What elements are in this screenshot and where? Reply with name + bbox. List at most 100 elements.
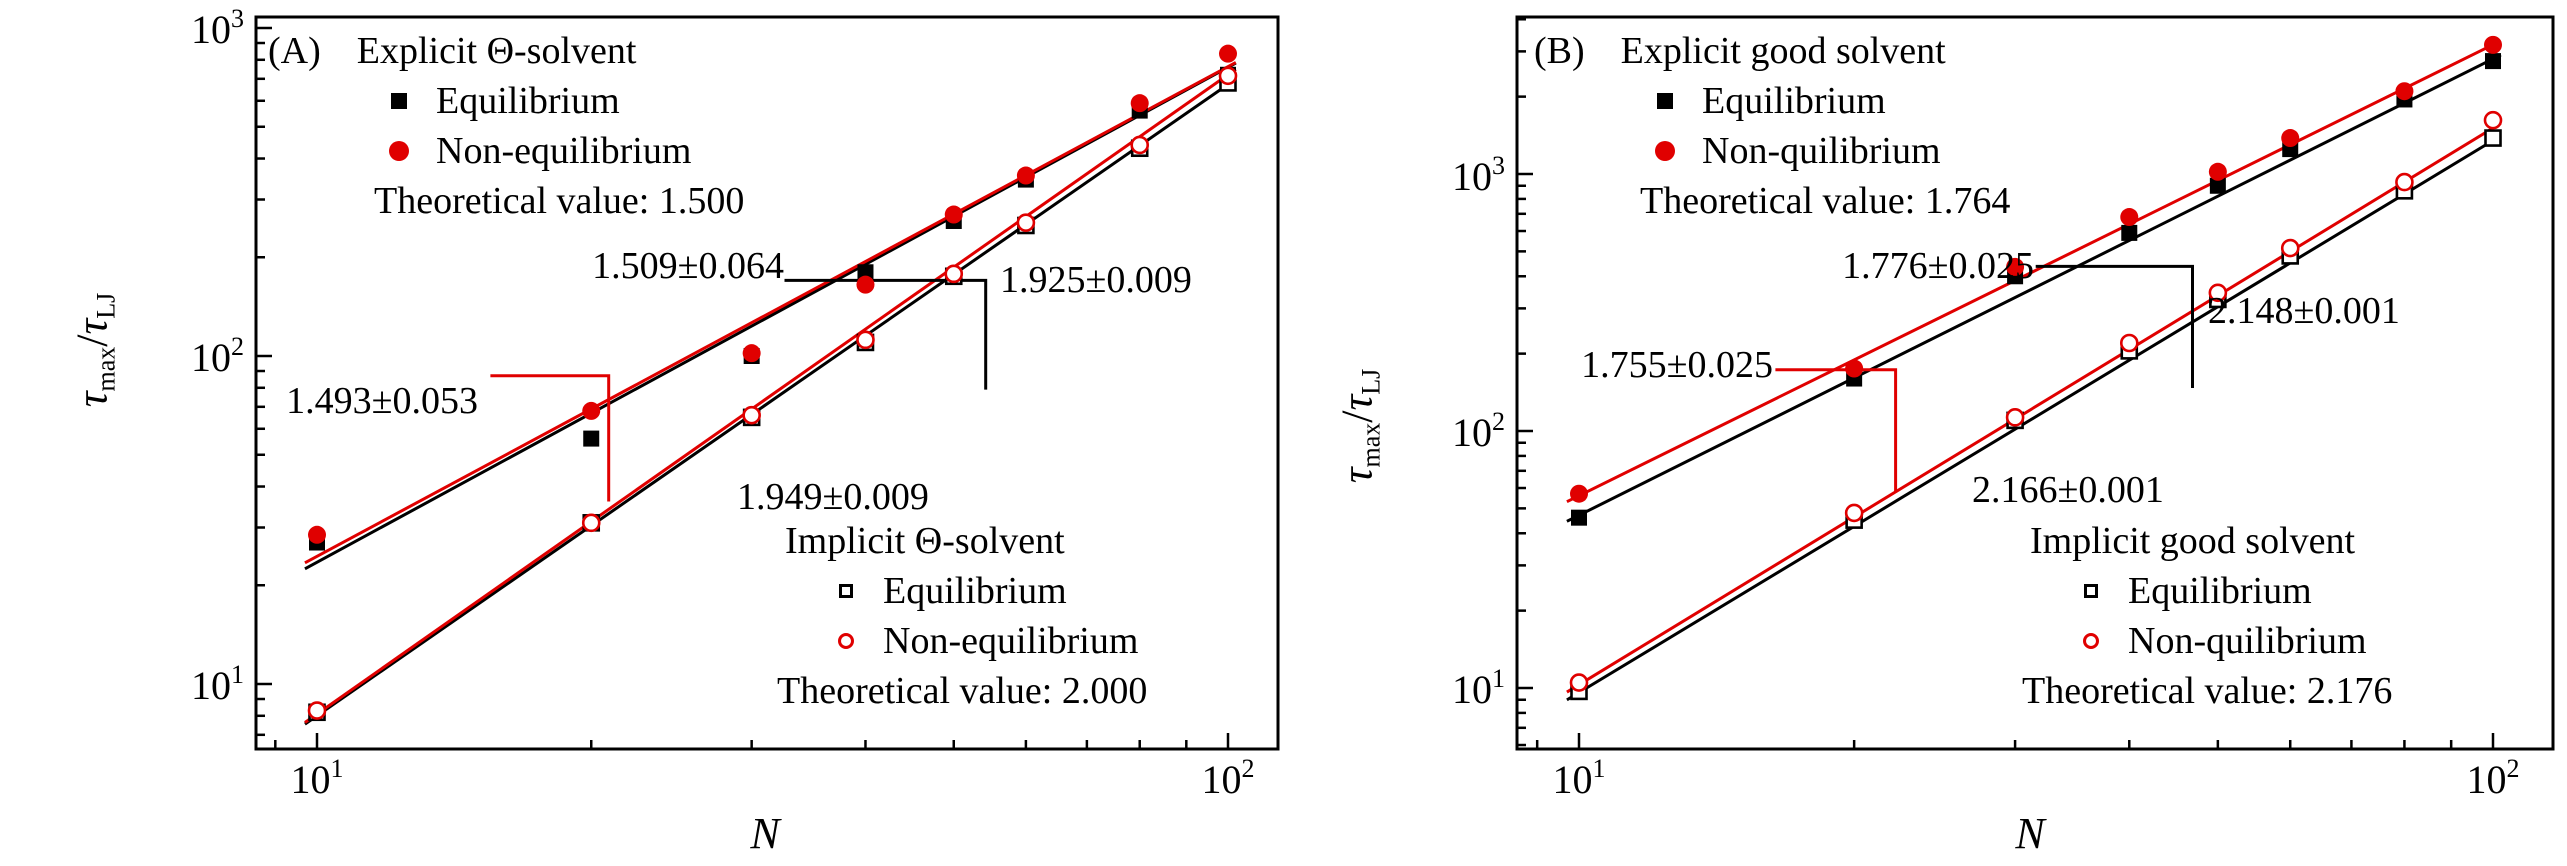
legend-item-label: Equilibrium [883,570,1067,612]
panel-a-ytick-100: 102 [134,332,244,382]
panel-a-legend-title-row: (A) Explicit Θ-solvent [268,26,744,76]
tau-subscript-max: max [1356,422,1386,468]
tau-symbol: τ [67,318,117,335]
x-label-text: N [750,809,780,858]
panel-a-x-axis-label: N [735,808,795,859]
tick-exp: 2 [1241,754,1255,784]
data-point-explicit-non-equilibrium [2006,257,2025,276]
data-point-explicit-non-equilibrium [944,205,963,224]
panel-b-xtick-100: 102 [2433,754,2553,804]
slope-label-explicit-equilibrium: 1.509±0.064 [592,245,784,287]
data-point-explicit-equilibrium [1571,509,1587,526]
filled-circle-marker-icon [1654,140,1676,162]
data-point-explicit-non-equilibrium [1016,166,1035,185]
panel-b-ytick-100: 102 [1395,407,1505,457]
tick-exp: 1 [231,660,244,690]
data-point-explicit-non-equilibrium [2395,82,2414,101]
tick-exp: 3 [1492,151,1505,181]
fit-line-explicit-non-equilibrium [304,61,1237,565]
slash: / [1332,410,1382,423]
fit-line-explicit-non-equilibrium [1566,39,2502,504]
panel-b-ytick-10: 101 [1395,664,1505,714]
filled-square-marker-icon [1654,90,1676,112]
open-circle-marker-icon [2080,630,2102,652]
data-point-implicit-equilibrium [2484,129,2502,147]
legend-item-label: Equilibrium [436,80,620,122]
tick-base: 10 [1452,154,1492,199]
slope-label-implicit-nonequilibrium: 2.166±0.001 [1972,469,2164,511]
data-point-explicit-non-equilibrium [1845,359,1864,378]
data-point-explicit-non-equilibrium [308,525,326,544]
tick-base: 10 [1452,667,1492,712]
slope-label-explicit-equilibrium: 1.776±0.025 [1842,245,2034,287]
panel-b-tag: (B) [1534,30,1585,72]
tick-base: 10 [1552,757,1593,802]
data-point-explicit-non-equilibrium [1570,484,1588,503]
theory-value-label: Theoretical value: 1.764 [1640,180,2011,222]
data-point-explicit-non-equilibrium [1219,44,1237,63]
data-point-implicit-non-equilibrium [1130,135,1150,155]
tick-base: 10 [1201,757,1242,802]
open-square-marker-icon [2080,580,2102,602]
legend-item-label: Non-quilibrium [1702,130,1941,172]
tick-exp: 1 [1592,754,1606,784]
filled-circle-marker-icon [388,140,410,162]
data-point-implicit-non-equilibrium [2483,110,2503,130]
slope-label-implicit-nonequilibrium: 1.949±0.009 [737,476,929,518]
fit-line-explicit-equilibrium [1566,53,2502,523]
data-point-implicit-non-equilibrium [742,405,761,425]
data-point-implicit-non-equilibrium [2119,333,2139,353]
tau-subscript-lj: LJ [91,292,121,319]
panel-b-y-axis-label: τmax/τLJ [1332,369,1386,484]
tick-base: 10 [191,335,231,380]
data-point-implicit-non-equilibrium [581,513,601,533]
panel-a-bottom-legend-title: Implicit Θ-solvent [785,520,1065,562]
legend-item: Non-equilibrium [268,126,744,176]
panel-a-bottom-legend-title-row: Implicit Θ-solvent [777,516,1147,566]
theory-value-row: Theoretical value: 1.500 [268,176,744,226]
legend-item: Equilibrium [268,76,744,126]
panel-b-bottom-legend: Implicit good solvent Equilibrium Non-qu… [2022,516,2392,716]
axes-frame-panel-(A) [254,15,1280,751]
open-circle-marker-icon [835,630,857,652]
tick-base: 10 [290,757,331,802]
slope-bracket [2035,264,2194,388]
theory-value-label: Theoretical value: 2.176 [2022,670,2393,712]
slope-bracket [1775,368,1898,492]
slope-bracket [784,278,988,390]
data-point-implicit-non-equilibrium [2280,238,2300,258]
tick-exp: 2 [231,332,244,362]
data-point-explicit-equilibrium [2121,224,2138,241]
data-point-explicit-non-equilibrium [2281,129,2300,148]
theory-value-label: Theoretical value: 2.000 [777,670,1148,712]
theory-value-row: Theoretical value: 2.176 [2022,666,2392,716]
theory-value-row: Theoretical value: 1.764 [1534,176,2010,226]
data-point-explicit-non-equilibrium [742,344,761,363]
data-point-explicit-equilibrium [2209,177,2226,194]
legend-item-label: Non-equilibrium [883,620,1139,662]
x-label-text: N [2015,809,2045,858]
panel-a-bottom-legend: Implicit Θ-solvent Equilibrium Non-equil… [777,516,1147,716]
slope-label-explicit-nonequilibrium: 1.755±0.025 [1581,344,1773,386]
fit-line-implicit-non-equilibrium [1566,121,2502,694]
data-point-explicit-equilibrium [857,264,874,281]
data-point-implicit-non-equilibrium [2208,283,2228,303]
panel-b-x-axis-label: N [2000,808,2060,859]
open-square-marker-icon [835,580,857,602]
data-point-implicit-non-equilibrium [1016,213,1036,232]
fit-line-implicit-equilibrium [1566,134,2502,702]
tau-symbol: τ [1332,467,1382,484]
theory-value-label: Theoretical value: 1.500 [374,180,745,222]
slope-label-implicit-equilibrium: 2.148±0.001 [2208,290,2400,332]
tau-symbol: τ [67,391,117,408]
legend-item-label: Non-quilibrium [2128,620,2367,662]
data-point-explicit-non-equilibrium [1130,94,1149,113]
legend-item: Equilibrium [777,566,1147,616]
slope-label-implicit-equilibrium: 1.925±0.009 [1000,259,1192,301]
panel-b-ytick-1000: 103 [1395,151,1505,201]
data-point-explicit-non-equilibrium [582,401,601,420]
panel-a-xtick-10: 101 [257,754,377,804]
data-point-implicit-non-equilibrium [2005,408,2025,427]
